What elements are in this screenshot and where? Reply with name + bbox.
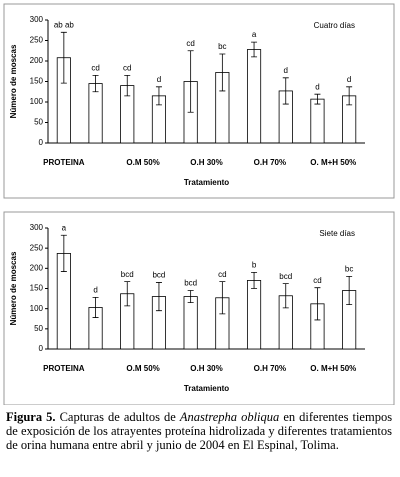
x-axis-label: Tratamiento (184, 178, 229, 187)
x-tick-label: O.H 30% (190, 364, 222, 373)
significance-letter: cd (91, 63, 99, 72)
panel-frame (3, 211, 395, 405)
significance-letter: ab ab (54, 20, 75, 29)
y-tick-label: 50 (34, 324, 43, 333)
error-bar (92, 74, 99, 93)
x-tick-label: O. M+H 50% (310, 158, 356, 167)
y-tick-label: 0 (39, 344, 44, 353)
x-axis-label: Tratamiento (184, 384, 229, 393)
significance-letter: bc (345, 265, 353, 274)
caption: Figura 5. Capturas de adultos de Anastre… (6, 410, 392, 452)
annotation: Siete días (319, 229, 355, 238)
significance-letter: b (252, 260, 257, 269)
bar (183, 296, 198, 350)
y-tick-label: 200 (30, 56, 44, 65)
error-bar (187, 50, 194, 113)
y-tick-label: 150 (30, 77, 44, 86)
x-tick-label: O.H 70% (254, 158, 286, 167)
y-tick-label: 300 (30, 223, 44, 232)
x-tick-label: O. M+H 50% (310, 364, 356, 373)
error-bar (346, 86, 353, 106)
y-tick-label: 100 (30, 304, 44, 313)
significance-letter: bcd (184, 279, 197, 288)
error-bar (346, 276, 353, 306)
significance-letter: bcd (279, 272, 292, 281)
y-axis-label: Número de moscas (9, 44, 18, 118)
annotation: Cuatro días (314, 21, 355, 30)
x-tick-label: O.M 50% (126, 364, 159, 373)
significance-letter: cd (123, 63, 131, 72)
caption-text: Capturas de adultos de (59, 410, 176, 424)
x-tick-label: PROTEINA (43, 364, 85, 373)
bar (310, 98, 325, 144)
y-tick-label: 150 (30, 284, 44, 293)
figure: 0 50 100 150 200 250 300 Número de moscas Tratam… (3, 3, 395, 405)
x-tick-label: O.M 50% (126, 158, 159, 167)
y-tick-label: 100 (30, 97, 44, 106)
error-bar (314, 93, 321, 105)
significance-letter: cd (218, 270, 226, 279)
significance-letter: bc (218, 42, 226, 51)
bar (88, 83, 103, 144)
significance-letter: d (93, 285, 97, 294)
significance-letter: d (347, 75, 351, 84)
error-bar (155, 86, 162, 106)
significance-letter: bcd (152, 271, 165, 280)
significance-letter: cd (186, 39, 194, 48)
significance-letter: bcd (121, 270, 134, 279)
error-bar (92, 296, 99, 318)
y-tick-label: 250 (30, 243, 44, 252)
panel-frame (3, 3, 395, 199)
significance-letter: d (315, 82, 319, 91)
significance-letter: a (252, 30, 257, 39)
y-axis-label: Número de moscas (9, 251, 18, 325)
y-tick-label: 50 (34, 118, 43, 127)
error-bar (60, 234, 67, 272)
significance-letter: a (62, 223, 67, 232)
significance-letter: cd (313, 276, 321, 285)
x-tick-label: PROTEINA (43, 158, 85, 167)
y-tick-label: 300 (30, 15, 44, 24)
error-bar (314, 287, 321, 321)
error-bar (282, 77, 289, 105)
species: Anastrepha obliqua (179, 410, 280, 424)
error-bar (251, 271, 258, 289)
caption-text: en diferentes tiempos de exposición de l… (6, 410, 393, 452)
error-bar (124, 281, 131, 307)
error-bar (155, 282, 162, 312)
y-tick-label: 200 (30, 263, 44, 272)
x-tick-label: O.H 30% (190, 158, 222, 167)
error-bar (219, 281, 226, 315)
error-bar (60, 31, 67, 84)
bar (246, 280, 262, 350)
x-tick-label: O.H 70% (254, 364, 286, 373)
significance-letter: d (284, 66, 288, 75)
y-tick-label: 250 (30, 36, 44, 45)
caption-label: Figura 5. (6, 410, 56, 424)
error-bar (251, 41, 258, 58)
error-bar (124, 74, 131, 97)
bar (246, 49, 262, 144)
significance-letter: d (157, 75, 161, 84)
error-bar (187, 290, 194, 304)
y-tick-label: 0 (39, 138, 44, 147)
error-bar (282, 283, 289, 309)
error-bar (219, 53, 226, 92)
